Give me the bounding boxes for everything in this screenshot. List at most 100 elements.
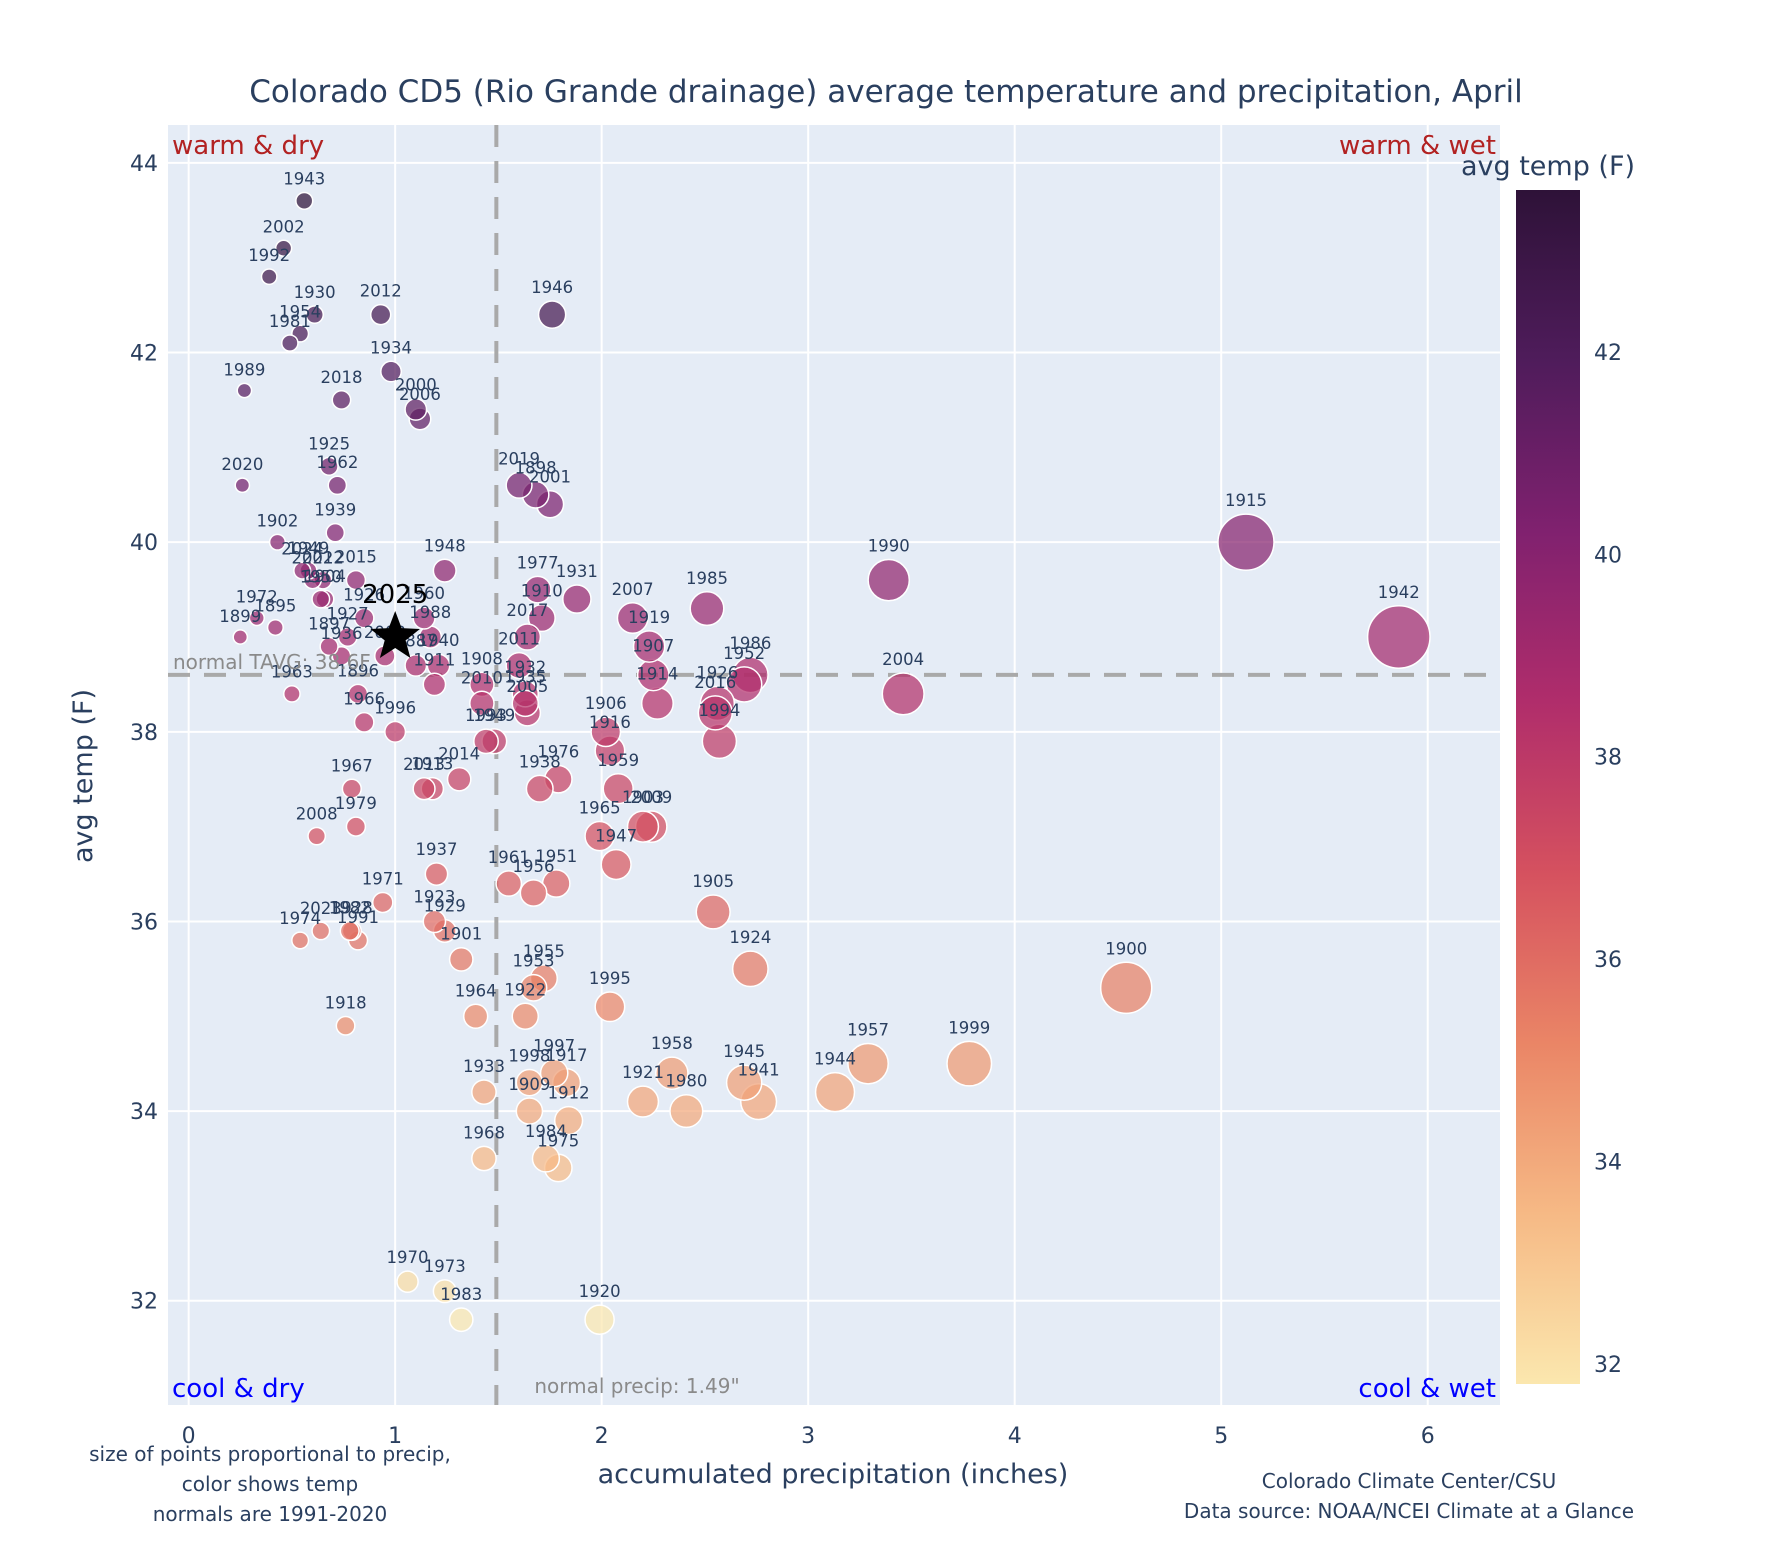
point-label-1995: 1995	[589, 969, 631, 988]
point-label-1897: 1897	[308, 615, 350, 634]
y-tick-label: 42	[130, 342, 158, 367]
data-point-1926	[353, 607, 375, 629]
data-point-1966	[353, 711, 375, 733]
point-label-1939: 1939	[314, 501, 356, 520]
point-label-1980: 1980	[665, 1072, 707, 1091]
data-point-1927	[337, 626, 358, 648]
point-label-1942: 1942	[1378, 583, 1420, 602]
data-point-1939	[325, 522, 346, 543]
colorbar-tick-label: 40	[1594, 543, 1622, 568]
data-point-2019	[505, 471, 533, 499]
data-point-1920	[584, 1304, 615, 1335]
point-label-1959: 1959	[597, 751, 639, 770]
point-label-1972: 1972	[236, 588, 278, 607]
data-point-1983	[448, 1307, 474, 1333]
x-axis-label: accumulated precipitation (inches)	[598, 1459, 1069, 1490]
point-label-1944: 1944	[814, 1050, 856, 1069]
point-label-2001: 2001	[529, 468, 571, 487]
point-label-1957: 1957	[847, 1021, 889, 1040]
point-label-1911: 1911	[413, 650, 455, 669]
point-label-1908: 1908	[461, 649, 503, 668]
data-point-1905	[695, 894, 731, 930]
data-point-1990	[867, 558, 911, 602]
point-label-1924: 1924	[729, 928, 771, 947]
point-label-1925: 1925	[308, 434, 350, 453]
normal-tavg-label: normal TAVG: 38.6F	[173, 650, 371, 674]
point-label-2017: 2017	[506, 601, 548, 620]
colorbar-tick-label: 42	[1594, 341, 1622, 366]
data-point-1937	[424, 862, 449, 886]
point-label-1991: 1991	[337, 908, 379, 927]
data-point-1958	[655, 1056, 689, 1090]
point-label-1965: 1965	[579, 799, 621, 818]
point-label-1926: 1926	[343, 585, 385, 604]
y-tick-label: 32	[130, 1290, 158, 1315]
point-label-2023: 2023	[300, 899, 342, 918]
point-label-2014: 2014	[438, 745, 480, 764]
data-point-1901	[448, 946, 474, 972]
point-label-1910: 1910	[521, 582, 563, 601]
data-point-2011	[505, 651, 533, 680]
point-label-1926: 1926	[696, 663, 738, 682]
data-point-1967	[341, 778, 362, 799]
y-tick-label: 38	[130, 721, 158, 746]
point-label-1954: 1954	[279, 302, 321, 321]
x-tick-label: 1	[388, 1424, 402, 1449]
data-point-2016	[697, 695, 733, 731]
data-point-2012	[369, 303, 392, 326]
point-label-1940: 1940	[418, 631, 460, 650]
y-tick-label: 34	[130, 1100, 158, 1125]
data-point-1964	[462, 1003, 489, 1029]
data-point-2020	[234, 477, 251, 494]
data-point-2010	[469, 690, 495, 717]
data-point-1959	[602, 773, 634, 805]
point-label-1981: 1981	[269, 312, 311, 331]
point-label-2009: 2009	[630, 788, 672, 807]
plot-area	[168, 125, 1500, 1405]
point-label-1958: 1958	[651, 1034, 693, 1053]
point-label-1923: 1923	[413, 887, 455, 906]
x-tick-label: 5	[1214, 1424, 1228, 1449]
quadrant-label-cool-dry: cool & dry	[172, 1374, 305, 1404]
data-point-1953	[519, 973, 548, 1002]
point-label-1935: 1935	[504, 667, 546, 686]
data-point-1909	[515, 1097, 544, 1125]
data-points	[232, 191, 1431, 1335]
point-label-1915: 1915	[1225, 491, 1267, 510]
point-label-1982: 1982	[329, 899, 371, 918]
point-label-1943: 1943	[283, 169, 325, 188]
colorbar-ticks: 32 34 36 38 40 42	[1594, 341, 1622, 1378]
point-label-2016: 2016	[694, 673, 736, 692]
point-label-2018: 2018	[320, 368, 362, 387]
point-label-2019: 2019	[498, 449, 540, 468]
data-point-1946	[537, 300, 567, 329]
data-point-1933	[471, 1079, 497, 1106]
colorbar-tick-label: 38	[1594, 746, 1622, 771]
data-point-1906	[590, 716, 622, 748]
point-label-1950: 1950	[300, 567, 342, 586]
y-tick-label: 44	[130, 152, 158, 177]
point-label-1905: 1905	[692, 872, 734, 891]
point-label-1901: 1901	[440, 925, 482, 944]
size-note-line-3: normals are 1991-2020	[153, 1502, 388, 1526]
point-label-2021: 2021	[292, 549, 334, 568]
point-label-1993: 1993	[465, 706, 507, 725]
data-point-1910	[527, 603, 556, 633]
x-axis-ticks: 0 1 2 3 4 5 6	[182, 1424, 1435, 1449]
point-label-1970: 1970	[387, 1248, 429, 1267]
point-label-1903: 1903	[622, 788, 664, 807]
data-point-1962	[327, 475, 348, 496]
colorbar-tick-label: 36	[1594, 948, 1622, 973]
point-label-1956: 1956	[513, 857, 555, 876]
point-label-1949: 1949	[287, 539, 329, 558]
data-point-1960	[412, 606, 436, 630]
data-point-1921	[626, 1085, 660, 1118]
point-label-1896: 1896	[337, 661, 379, 680]
credit-line-1: Colorado Climate Center/CSU	[1262, 1469, 1556, 1493]
point-label-1930: 1930	[294, 283, 336, 302]
point-label-1945: 1945	[723, 1042, 765, 1061]
y-axis-label: avg temp (F)	[68, 689, 99, 863]
point-label-1921: 1921	[622, 1063, 664, 1082]
point-label-1948: 1948	[424, 536, 466, 555]
